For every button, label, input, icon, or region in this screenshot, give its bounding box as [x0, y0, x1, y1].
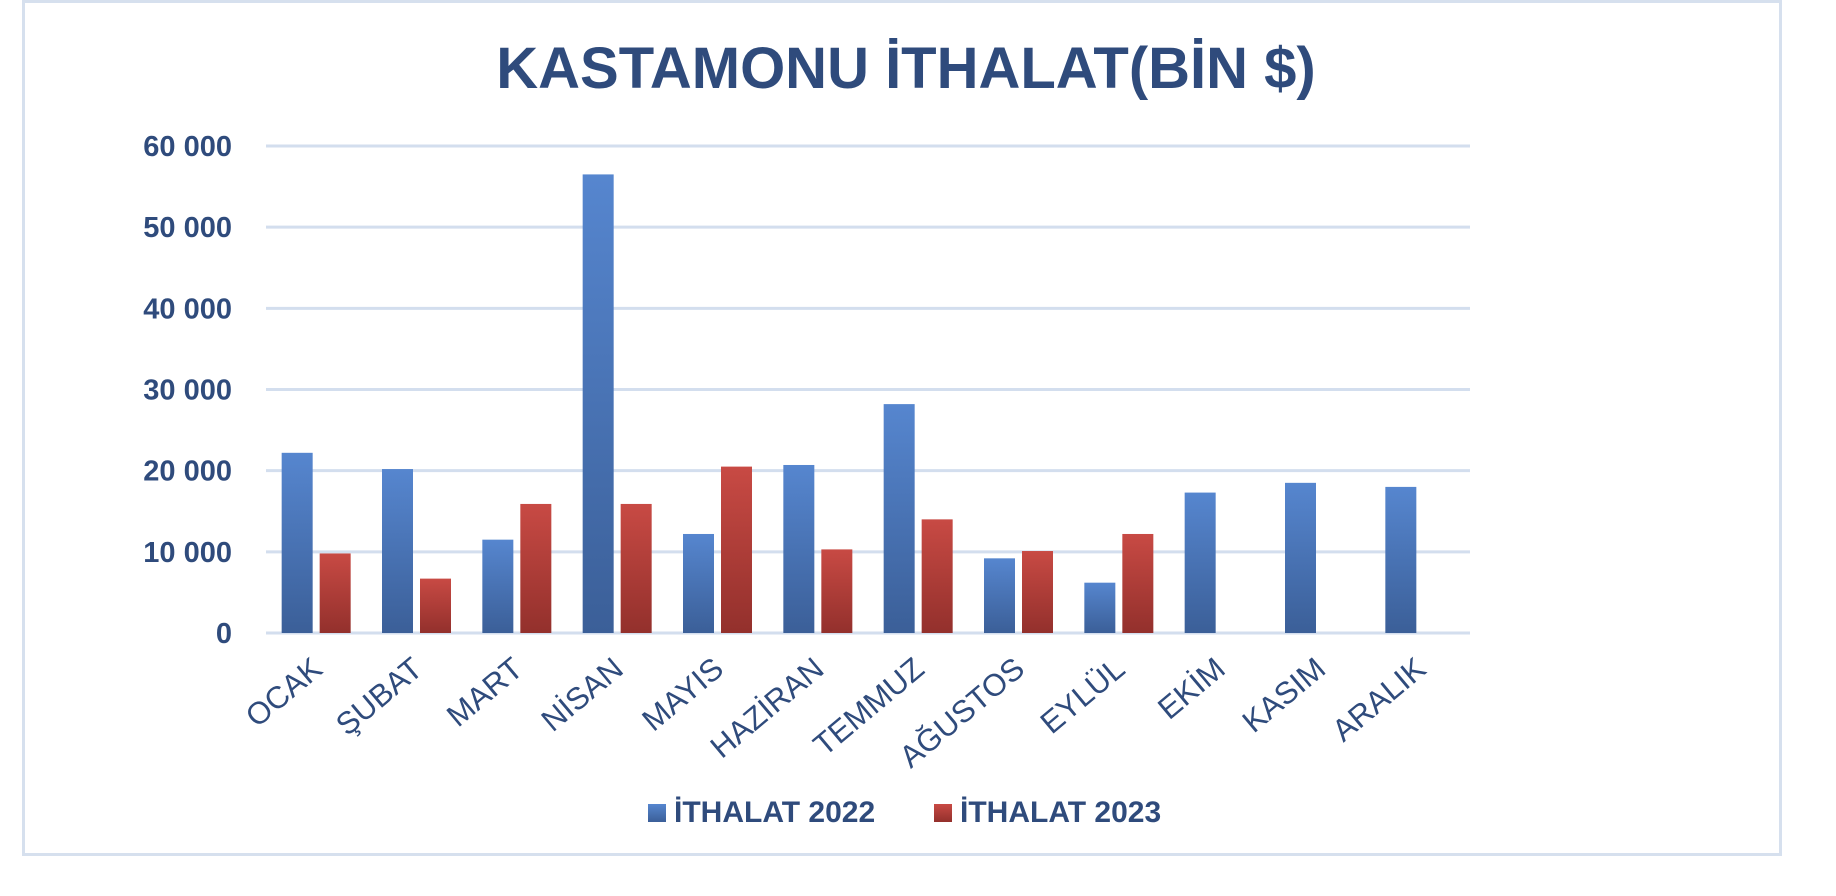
bar-2022-1: [382, 469, 413, 633]
bar-2023-2: [520, 503, 552, 633]
x-tick-label: NİSAN: [535, 651, 630, 739]
y-tick-label: 0: [216, 618, 232, 650]
bar-2022-3: [582, 174, 614, 634]
bar-2023-8: [1122, 533, 1154, 633]
x-tick-label: ŞUBAT: [329, 651, 429, 743]
y-tick-label: 20 000: [143, 456, 232, 488]
bar-2022-5: [783, 464, 815, 633]
legend-label: İTHALAT 2023: [960, 796, 1161, 829]
bar-2022-11: [1385, 486, 1417, 633]
bar-2023-5: [821, 549, 853, 633]
x-tick-label: MART: [440, 651, 529, 734]
bar-2022-6: [883, 404, 915, 633]
bar-2023-6: [921, 519, 953, 633]
bar-2022-8: [1084, 582, 1116, 633]
chart-title: KASTAMONU İTHALAT(BİN $): [496, 36, 1315, 101]
bar-2023-0: [319, 553, 351, 633]
y-tick-label: 10 000: [143, 537, 232, 569]
x-tick-label: HAZİRAN: [704, 651, 831, 765]
bar-2022-2: [482, 539, 514, 633]
y-tick-label: 40 000: [143, 293, 232, 325]
x-axis-ticks: OCAK ŞUBAT MART NİSAN MAYISHAZİRANTEMMUZAĞUS…: [239, 650, 1433, 774]
x-tick-label: MAYIS: [635, 651, 730, 738]
bar-2022-9: [1184, 492, 1216, 633]
x-tick-label: KASIM: [1236, 651, 1332, 740]
bar-2022-10: [1285, 482, 1316, 633]
y-tick-label: 30 000: [143, 375, 232, 407]
y-axis-ticks: 0 10 000 20 000 30 000 40 000 50 000 60 000: [143, 131, 232, 650]
x-tick-label: EYLÜL: [1034, 651, 1132, 741]
bar-2023-3: [620, 503, 652, 633]
bar-2023-4: [721, 466, 752, 633]
x-tick-label: ARALIK: [1325, 650, 1432, 748]
bar-2023-7: [1022, 551, 1053, 633]
x-tick-label: OCAK: [239, 650, 329, 733]
y-tick-label: 60 000: [143, 131, 232, 163]
legend: İTHALAT 2022 İTHALAT 2023: [648, 796, 1161, 829]
bars: [281, 174, 1417, 634]
bar-2022-7: [984, 558, 1015, 633]
y-tick-label: 50 000: [143, 212, 232, 244]
legend-label: İTHALAT 2022: [674, 796, 875, 829]
bar-2023-1: [420, 578, 451, 633]
gridlines: [266, 144, 1470, 635]
legend-swatch: [648, 804, 666, 822]
x-tick-label: EKİM: [1151, 651, 1232, 727]
bar-2022-4: [683, 533, 714, 633]
bar-2022-0: [281, 452, 313, 633]
legend-swatch: [934, 804, 952, 822]
